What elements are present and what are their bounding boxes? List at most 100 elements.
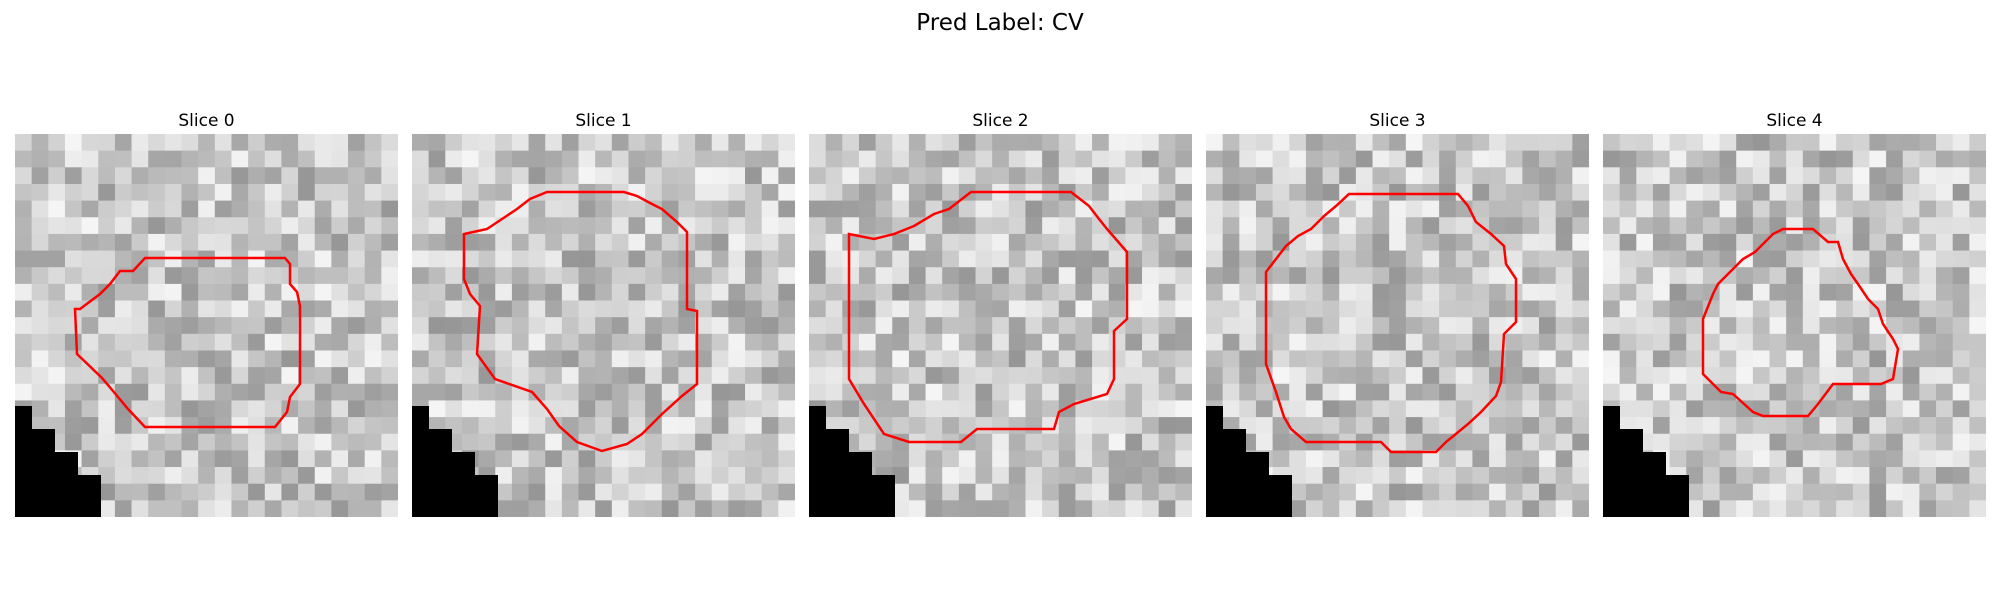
image-pixel [31,283,49,302]
image-pixel [561,450,580,468]
image-pixel [214,417,232,435]
image-pixel [428,350,446,368]
image-pixel [331,233,349,252]
image-pixel [1902,383,1920,401]
image-pixel [678,134,696,152]
image-pixel [1752,200,1771,218]
image-pixel [1355,200,1374,218]
image-pixel [908,317,927,335]
image-pixel [281,250,299,268]
image-pixel [695,433,713,451]
image-pixel [1786,200,1804,218]
image-pixel [809,383,827,401]
image-pixel [1108,333,1126,351]
image-pixel [695,267,713,285]
image-pixel [1108,400,1126,418]
image-pixel [1092,333,1110,351]
image-pixel [31,300,49,318]
image-pixel [281,383,299,401]
image-pixel [214,483,232,501]
image-pixel [892,283,910,302]
image-pixel [148,383,166,401]
image-pixel [1505,134,1523,152]
image-pixel [1175,367,1192,385]
image-pixel [1555,450,1573,468]
image-pixel [461,217,480,235]
image-pixel [364,183,382,202]
image-pixel [761,134,779,152]
image-pixel [214,217,232,235]
image-pixel [1555,167,1573,185]
image-pixel [428,183,446,202]
image-pixel [1489,367,1507,385]
image-pixel [942,367,960,385]
image-pixel [1339,317,1357,335]
image-pixel [1125,233,1143,252]
image-pixel [1222,283,1240,302]
image-pixel [314,150,332,168]
image-pixel [64,250,83,268]
image-pixel [1852,200,1870,218]
image-pixel [1969,233,1986,252]
image-pixel [695,350,713,368]
image-pixel [1522,450,1540,468]
image-pixel [611,250,629,268]
image-pixel [1489,267,1507,285]
image-pixel [1936,383,1954,401]
image-pixel [1092,250,1110,268]
image-pixel [1555,134,1573,152]
image-pixel [114,367,133,385]
image-pixel [1355,350,1374,368]
image-pixel [1555,383,1573,401]
image-pixel [364,383,382,401]
image-pixel [511,250,530,268]
image-pixel [645,317,663,335]
image-pixel [595,200,613,218]
image-pixel [1255,217,1274,235]
image-pixel [1422,300,1440,318]
image-pixel [164,134,183,152]
image-pixel [1422,233,1440,252]
image-pixel [778,367,795,385]
image-pixel [98,150,116,168]
image-pixel [858,134,877,152]
image-pixel [1852,417,1870,435]
image-pixel [875,367,893,385]
panel-title: Slice 3 [1369,111,1426,131]
image-pixel [1736,483,1754,501]
image-pixel [1702,134,1721,152]
image-pixel [1952,267,1970,285]
image-pixel [1852,217,1870,235]
image-pixel [1008,317,1026,335]
image-pixel [214,233,232,252]
image-pixel [281,134,299,152]
image-pixel [114,250,133,268]
image-pixel [1158,317,1176,335]
image-pixel [1869,350,1887,368]
image-pixel [181,150,199,168]
image-pixel [511,450,530,468]
image-pixel [428,217,446,235]
image-pixel [1539,300,1557,318]
image-pixel [1222,167,1240,185]
image-pixel [511,433,530,451]
image-pixel [942,317,960,335]
image-pixel [678,183,696,202]
image-pixel [1736,383,1754,401]
image-pixel [1405,450,1423,468]
image-pixel [1108,183,1126,202]
image-pixel [1769,433,1787,451]
image-pixel [248,483,266,501]
image-pixel [695,467,713,485]
image-pixel [461,383,480,401]
image-pixel [1869,267,1887,285]
image-pixel [711,467,729,485]
image-pixel [148,500,166,517]
image-pixel [1505,200,1523,218]
image-pixel [381,134,398,152]
image-pixel [1255,333,1274,351]
image-pixel [1869,150,1887,168]
image-pixel [1802,283,1820,302]
image-pixel [842,400,860,418]
image-pixel [595,300,613,318]
